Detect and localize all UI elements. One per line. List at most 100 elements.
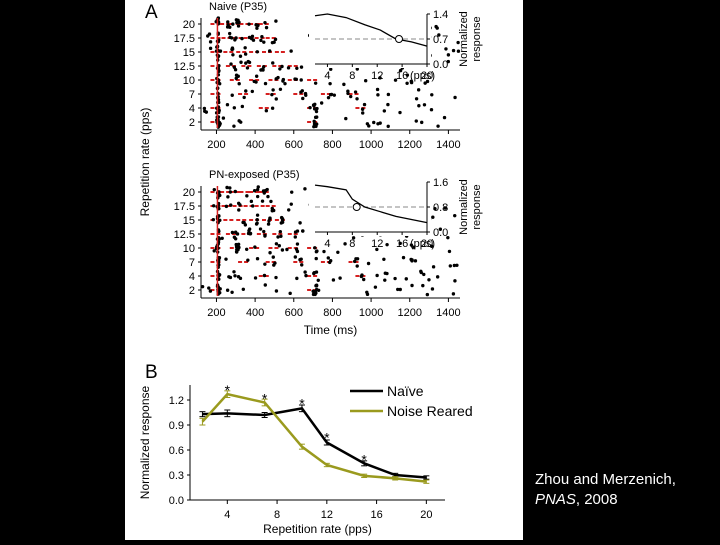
spike-dot-2 — [398, 241, 402, 246]
spike-dot-1 — [278, 87, 283, 91]
spike-dot-2 — [266, 194, 270, 199]
raster-x-tick-label-1: 400 — [246, 139, 264, 151]
spike-dot-2 — [338, 276, 342, 280]
spike-dot-1 — [332, 93, 337, 97]
spike-dot-1 — [398, 68, 403, 73]
spike-dot-2 — [200, 284, 205, 289]
b-series-line-1 — [201, 392, 427, 483]
spike-dot-2 — [366, 261, 371, 266]
raster-y-tick-label-1: 4 — [189, 103, 195, 115]
spike-dot-2 — [274, 275, 278, 280]
spike-dot-1 — [204, 110, 209, 114]
spike-dot-1 — [225, 103, 230, 107]
spike-dot-1 — [264, 109, 269, 113]
spike-dot-1 — [329, 67, 333, 71]
spike-dot-2 — [220, 236, 224, 240]
spike-dot-1 — [267, 49, 272, 53]
spike-dot-1 — [398, 110, 402, 115]
spike-dot-2 — [451, 292, 456, 296]
spike-dot-1 — [283, 81, 287, 86]
spike-dot-1 — [434, 24, 438, 29]
raster-y-tick-label-1: 10 — [183, 75, 195, 87]
spike-dot-1 — [382, 109, 387, 113]
spike-dot-1 — [437, 33, 441, 37]
citation-source: PNAS, 2008 — [535, 490, 715, 510]
spike-dot-2 — [382, 257, 386, 261]
inset-y-tick-label-2: 1.6 — [433, 177, 448, 189]
spike-dot-2 — [267, 219, 271, 223]
spike-dot-2 — [255, 257, 260, 261]
inset-x-tick-label-2: 4 — [324, 238, 330, 250]
spike-dot-2 — [252, 189, 257, 193]
spike-dot-2 — [301, 229, 305, 233]
spike-dot-2 — [290, 190, 294, 194]
raster-y-axis-label: Repetition rate (pps) — [138, 108, 152, 217]
raster-x-tick-label-1: 800 — [323, 139, 341, 151]
spike-dot-2 — [279, 221, 283, 225]
spike-dot-2 — [336, 250, 340, 254]
spike-dot-2 — [298, 258, 302, 262]
raster-y-tick-label-1: 15 — [183, 47, 195, 59]
spike-dot-2 — [433, 207, 437, 211]
spike-dot-1 — [355, 97, 359, 101]
spike-dot-2 — [431, 265, 436, 269]
spike-dot-2 — [421, 283, 425, 288]
spike-dot-2 — [276, 235, 280, 239]
raster-x-tick-label-2: 200 — [207, 307, 225, 319]
spike-dot-1 — [405, 73, 410, 77]
spike-dot-1 — [245, 66, 250, 70]
spike-dot-1 — [208, 46, 213, 51]
spike-dot-2 — [211, 217, 216, 222]
spike-dot-2 — [409, 243, 414, 247]
spike-dot-2 — [233, 230, 238, 234]
spike-dot-2 — [300, 263, 304, 267]
spike-dot-2 — [446, 235, 450, 240]
spike-dot-2 — [248, 232, 252, 236]
spike-dot-2 — [373, 285, 378, 289]
spike-dot-1 — [234, 73, 239, 77]
raster-title-1: Naive (P35) — [209, 1, 267, 13]
spike-dot-2 — [241, 287, 246, 291]
inset-x-label-2: (pps) — [410, 238, 435, 250]
raster-y-tick-label-1: 2 — [189, 117, 195, 129]
spike-dot-2 — [431, 215, 435, 219]
spike-dot-1 — [293, 77, 297, 81]
spike-dot-1 — [313, 81, 318, 85]
spike-dot-2 — [385, 242, 389, 247]
spike-dot-1 — [208, 40, 213, 44]
spike-dot-1 — [312, 122, 317, 126]
spike-dot-2 — [383, 278, 387, 282]
spike-dot-2 — [258, 227, 263, 231]
spike-dot-1 — [378, 76, 382, 80]
raster-x-tick-label-2: 1000 — [359, 307, 383, 319]
spike-dot-2 — [228, 275, 233, 280]
inset-marker-1 — [395, 35, 403, 43]
spike-dot-1 — [299, 78, 303, 82]
spike-dot-2 — [427, 278, 431, 282]
spike-dot-1 — [360, 107, 365, 111]
spike-dot-1 — [231, 53, 235, 57]
spike-dot-2 — [295, 276, 299, 281]
spike-dot-2 — [232, 270, 236, 274]
spike-dot-1 — [386, 92, 391, 97]
spike-dot-1 — [362, 102, 367, 107]
spike-dot-1 — [228, 35, 232, 39]
b-series-line-0 — [202, 406, 427, 479]
raster-x-tick-label-2: 600 — [285, 307, 303, 319]
b-x-tick-label: 20 — [420, 509, 432, 521]
spike-dot-2 — [398, 287, 402, 292]
spike-dot-2 — [247, 228, 251, 233]
spike-dot-2 — [263, 283, 267, 287]
spike-dot-1 — [206, 34, 210, 38]
spike-dot-2 — [245, 194, 249, 198]
spike-dot-1 — [243, 46, 247, 50]
spike-dot-2 — [287, 208, 291, 212]
raster-x-tick-label-2: 400 — [246, 307, 264, 319]
spike-dot-1 — [329, 92, 334, 97]
inset-y-label-2: Normalized — [458, 179, 470, 235]
spike-dot-2 — [263, 262, 267, 266]
spike-dot-2 — [255, 221, 259, 225]
spike-dot-1 — [218, 121, 222, 126]
spike-dot-1 — [262, 65, 266, 69]
spike-dot-1 — [274, 19, 278, 23]
